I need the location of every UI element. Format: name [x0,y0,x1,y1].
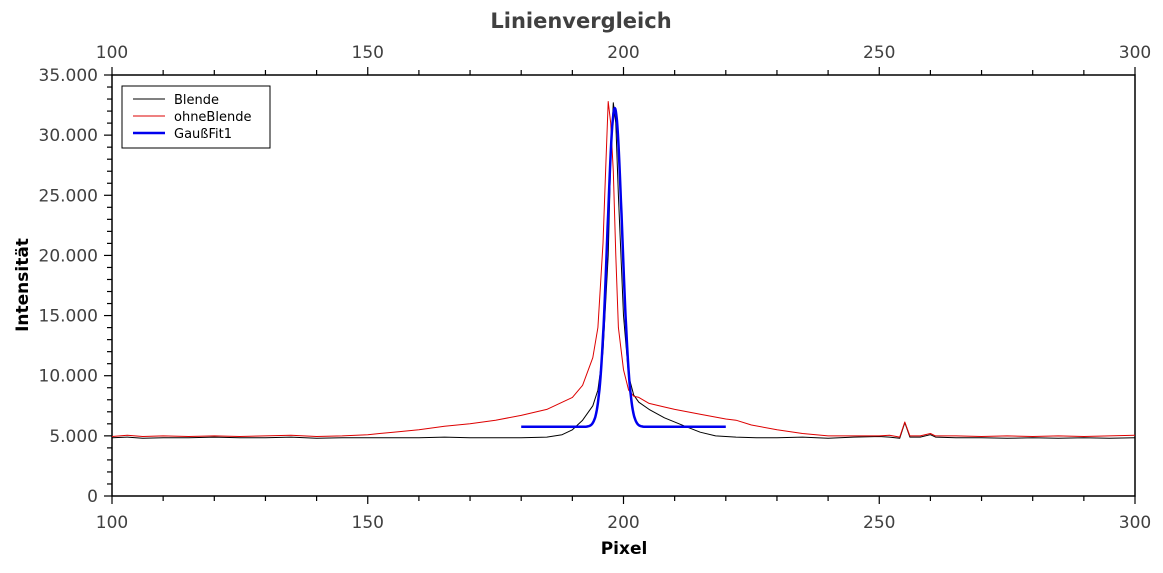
legend-label-gaussfit1: GaußFit1 [174,127,232,142]
legend-label-ohneblende: ohneBlende [174,110,251,125]
legend-box [121,85,271,149]
x-tick-label: 250 [863,513,895,533]
chart-title: Linienvergleich [490,9,671,33]
x-axis: 100 150 200 250 300 [96,496,1151,533]
x-tick-label: 300 [1119,513,1151,533]
y-tick-label: 0 [87,487,98,507]
top-x-tick-label: 200 [607,43,639,63]
y-tick-label: 5.000 [49,427,98,447]
y-tick-label: 10.000 [39,367,98,387]
series-ohneblende [112,101,1135,438]
top-x-axis: 100 150 200 250 300 [96,43,1151,75]
series-blende [112,102,1135,439]
legend-label-blende: Blende [174,93,219,108]
top-x-tick-label: 150 [352,43,384,63]
top-x-tick-label: 250 [863,43,895,63]
legend: Blende ohneBlende GaußFit1 [121,85,271,149]
y-tick-label: 35.000 [39,66,98,86]
y-axis: 0 5.000 10.000 15.000 20.000 25.000 30.000 35.0… [39,66,112,507]
y-tick-label: 15.000 [39,307,98,327]
plot-frame [111,74,1136,497]
series-layer [112,101,1135,439]
series-gaufit1 [520,106,727,429]
top-x-tick-label: 100 [96,43,128,63]
y-tick-label: 25.000 [39,186,98,206]
y-axis-title: Intensität [13,238,33,332]
x-tick-label: 150 [352,513,384,533]
x-tick-label: 200 [607,513,639,533]
x-axis-title: Pixel [601,539,648,559]
y-tick-label: 30.000 [39,126,98,146]
y-tick-label: 20.000 [39,246,98,266]
top-x-tick-label: 300 [1119,43,1151,63]
x-tick-label: 100 [96,513,128,533]
